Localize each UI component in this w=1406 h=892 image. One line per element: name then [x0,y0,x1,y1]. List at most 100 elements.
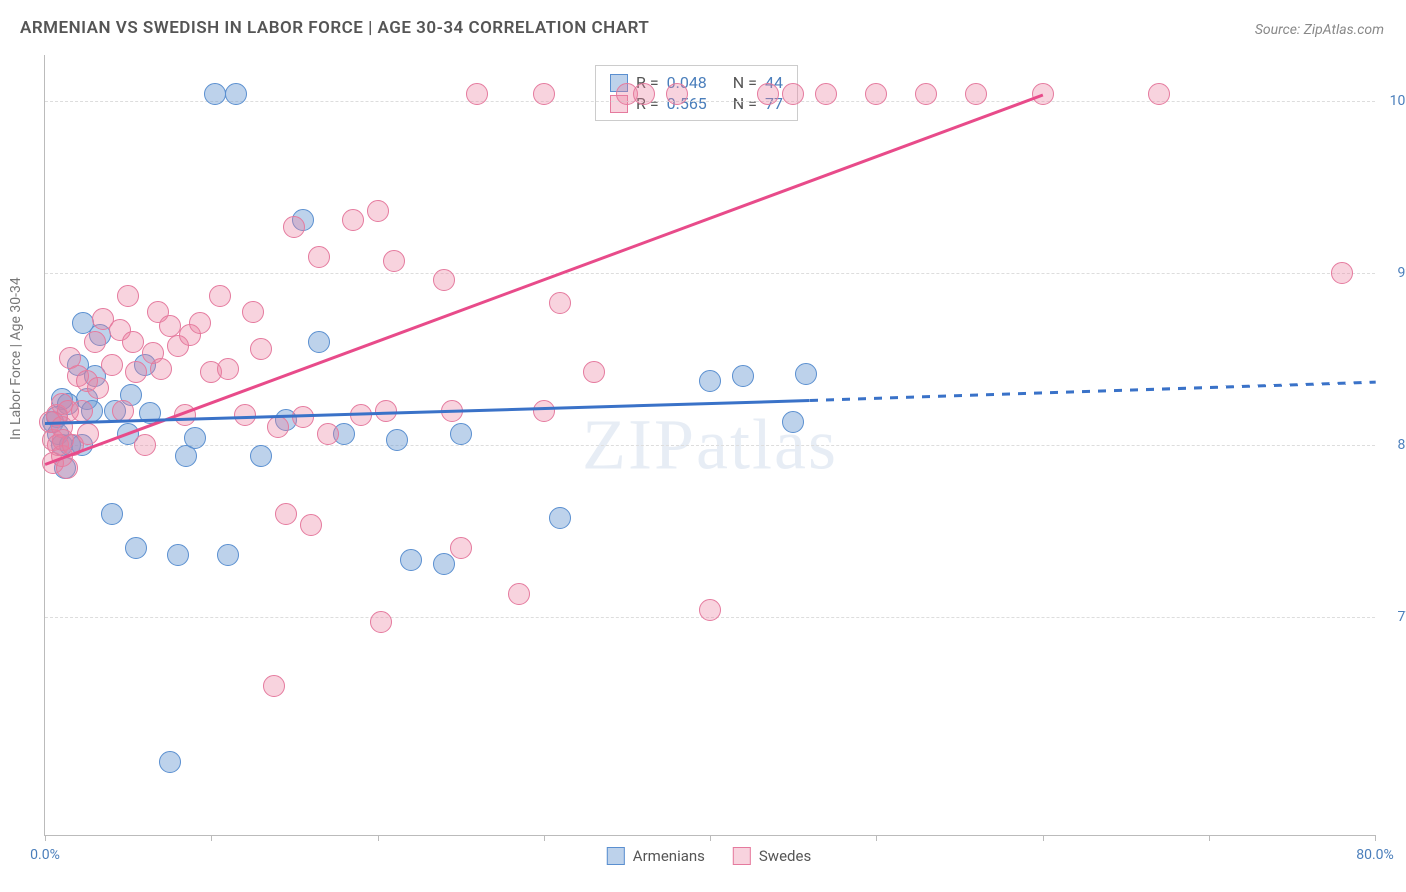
data-point [400,549,422,571]
y-axis-label: In Labor Force | Age 30-34 [8,277,24,440]
data-point [533,400,555,422]
data-point [666,83,688,105]
data-point [757,83,779,105]
trend-line [810,381,1375,402]
data-point [815,83,837,105]
data-point [308,246,330,268]
legend-item-armenians: Armenians [607,847,705,865]
data-point [549,292,571,314]
chart-title: ARMENIAN VS SWEDISH IN LABOR FORCE | AGE… [20,18,649,38]
x-tick [1209,835,1210,841]
y-tick-label: 85.0% [1380,437,1406,453]
data-point [300,514,322,536]
n-label: N = [733,73,757,92]
data-point [308,331,330,353]
x-tick-label: 0.0% [30,847,60,863]
y-tick-label: 100.0% [1380,93,1406,109]
data-point [217,544,239,566]
data-point [633,83,655,105]
data-point [242,301,264,323]
x-tick [544,835,545,841]
data-point [865,83,887,105]
data-point [965,83,987,105]
data-point [283,216,305,238]
data-point [367,200,389,222]
data-point [292,406,314,428]
data-point [122,331,144,353]
data-point [167,544,189,566]
data-point [370,611,392,633]
source-prefix: Source: [1255,22,1304,38]
data-point [1148,83,1170,105]
data-point [782,411,804,433]
source-attribution: Source: ZipAtlas.com [1255,22,1384,38]
y-tick-label: 92.5% [1380,265,1406,281]
data-point [342,209,364,231]
data-point [87,377,109,399]
data-point [204,83,226,105]
data-point [466,83,488,105]
swatch-pink-icon [733,847,751,865]
data-point [275,503,297,525]
data-point [583,361,605,383]
data-point [433,269,455,291]
data-point [101,354,123,376]
x-tick [710,835,711,841]
data-point [699,370,721,392]
data-point [150,358,172,380]
plot-area: ZIPatlas R = 0.048 N = 44 R = 0.565 N = [44,55,1374,835]
data-point [112,400,134,422]
data-point [433,553,455,575]
source-name: ZipAtlas.com [1304,22,1384,38]
data-point [125,537,147,559]
data-point [217,358,239,380]
data-point [159,315,181,337]
data-point [533,83,555,105]
data-point [225,83,247,105]
data-point [184,427,206,449]
chart-container: ARMENIAN VS SWEDISH IN LABOR FORCE | AGE… [0,0,1406,892]
data-point [383,250,405,272]
legend-label-swedes: Swedes [759,847,811,865]
data-point [117,285,139,307]
data-point [699,599,721,621]
x-tick [378,835,379,841]
legend-item-swedes: Swedes [733,847,811,865]
x-tick [1043,835,1044,841]
y-tick-label: 77.5% [1380,609,1406,625]
data-point [250,338,272,360]
x-tick [211,835,212,841]
data-point [1331,262,1353,284]
data-point [125,361,147,383]
data-point [317,423,339,445]
data-point [450,537,472,559]
data-point [508,583,530,605]
x-tick [45,835,46,841]
swatch-blue-icon [607,847,625,865]
x-tick [876,835,877,841]
data-point [189,312,211,334]
x-tick [1375,835,1376,841]
data-point [782,83,804,105]
data-point [386,429,408,451]
legend-label-armenians: Armenians [633,847,705,865]
plot-inner: ZIPatlas R = 0.048 N = 44 R = 0.565 N = [44,55,1375,836]
data-point [84,331,106,353]
data-point [795,363,817,385]
data-point [134,434,156,456]
data-point [267,416,289,438]
data-point [159,751,181,773]
data-point [101,503,123,525]
gridline [45,445,1375,446]
data-point [549,507,571,529]
data-point [450,423,472,445]
n-label: N = [733,94,757,113]
data-point [915,83,937,105]
data-point [250,445,272,467]
series-legend: Armenians Swedes [607,847,811,865]
data-point [263,675,285,697]
x-tick-label: 80.0% [1356,847,1394,863]
data-point [71,400,93,422]
gridline [45,273,1375,274]
data-point [732,365,754,387]
